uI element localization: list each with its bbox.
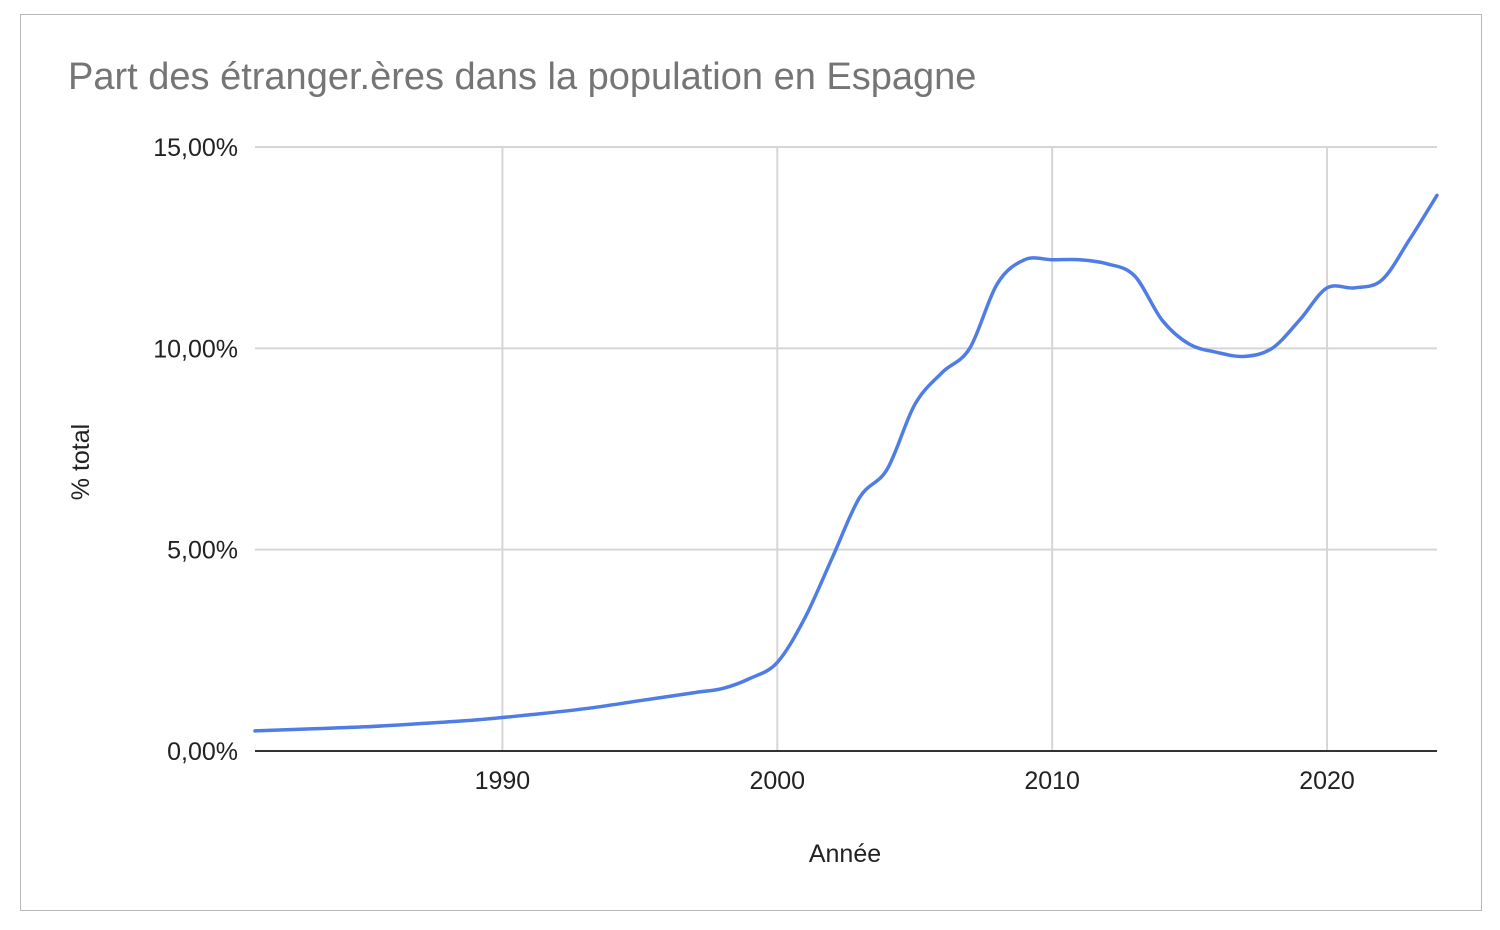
y-gridlines bbox=[255, 146, 1437, 551]
series-line bbox=[253, 193, 1439, 733]
y-axis-label: % total bbox=[67, 424, 95, 500]
x-gridlines bbox=[501, 147, 1329, 751]
x-tick-label: 2020 bbox=[1299, 767, 1355, 795]
x-tick-label: 2010 bbox=[1024, 767, 1080, 795]
x-tick-label: 2000 bbox=[749, 767, 805, 795]
series-lines bbox=[253, 193, 1439, 733]
x-tick-labels: 1990 2000 2010 2020 bbox=[475, 767, 1355, 795]
x-axis-label: Année bbox=[809, 840, 881, 868]
y-tick-label: 15,00% bbox=[153, 134, 238, 162]
y-tick-label: 5,00% bbox=[167, 537, 238, 565]
y-tick-label: 10,00% bbox=[153, 335, 238, 363]
chart-title: Part des étranger.ères dans la populatio… bbox=[68, 56, 977, 98]
chart-frame bbox=[20, 14, 1482, 911]
x-tick-label: 1990 bbox=[475, 767, 531, 795]
y-tick-labels: 0,00% 5,00% 10,00% 15,00% bbox=[153, 134, 238, 766]
y-tick-label: 0,00% bbox=[167, 738, 238, 766]
